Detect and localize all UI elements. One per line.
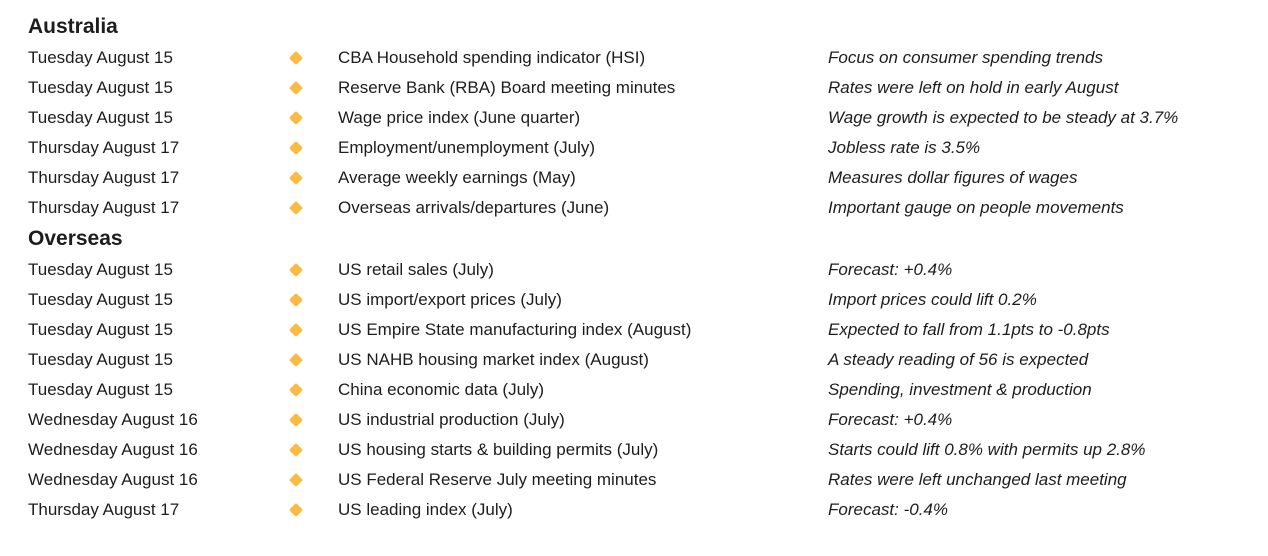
event-date: Tuesday August 15: [28, 78, 173, 97]
diamond-icon: [288, 140, 304, 156]
event-note: Important gauge on people movements: [828, 198, 1124, 217]
calendar-row: Thursday August 17 Employment/unemployme…: [28, 133, 1248, 163]
section-title-australia: Australia: [28, 15, 118, 38]
calendar-row: Wednesday August 16 US Federal Reserve J…: [28, 465, 1248, 495]
event-title: US industrial production (July): [338, 410, 565, 429]
event-title: CBA Household spending indicator (HSI): [338, 48, 646, 67]
event-note: Expected to fall from 1.1pts to -0.8pts: [828, 320, 1110, 339]
diamond-icon: [288, 352, 304, 368]
diamond-icon: [288, 502, 304, 518]
diamond-icon: [288, 322, 304, 338]
event-date: Thursday August 17: [28, 138, 180, 157]
diamond-icon: [288, 382, 304, 398]
section-title-overseas: Overseas: [28, 227, 123, 250]
event-title: Average weekly earnings (May): [338, 168, 576, 187]
event-title: US housing starts & building permits (Ju…: [338, 440, 659, 459]
event-title: China economic data (July): [338, 380, 544, 399]
bullet-cell: [288, 502, 338, 518]
event-note: Rates were left on hold in early August: [828, 78, 1119, 97]
bullet-cell: [288, 140, 338, 156]
event-note: Measures dollar figures of wages: [828, 168, 1078, 187]
bullet-cell: [288, 472, 338, 488]
event-note: A steady reading of 56 is expected: [828, 350, 1089, 369]
calendar-row: Thursday August 17 Overseas arrivals/dep…: [28, 193, 1248, 223]
bullet-cell: [288, 262, 338, 278]
event-note: Forecast: +0.4%: [828, 410, 953, 429]
event-note: Forecast: -0.4%: [828, 500, 948, 519]
diamond-icon: [288, 292, 304, 308]
event-date: Tuesday August 15: [28, 350, 173, 369]
calendar-row: Tuesday August 15 US NAHB housing market…: [28, 345, 1248, 375]
diamond-icon: [288, 412, 304, 428]
calendar-row: Wednesday August 16 US industrial produc…: [28, 405, 1248, 435]
bullet-cell: [288, 80, 338, 96]
bullet-cell: [288, 50, 338, 66]
calendar-row: Tuesday August 15 US Empire State manufa…: [28, 315, 1248, 345]
bullet-cell: [288, 352, 338, 368]
diamond-icon: [288, 110, 304, 126]
event-date: Tuesday August 15: [28, 380, 173, 399]
diamond-icon: [288, 50, 304, 66]
event-date: Tuesday August 15: [28, 290, 173, 309]
event-title: Reserve Bank (RBA) Board meeting minutes: [338, 78, 676, 97]
event-date: Thursday August 17: [28, 168, 180, 187]
diamond-icon: [288, 442, 304, 458]
event-title: Wage price index (June quarter): [338, 108, 581, 127]
event-note: Import prices could lift 0.2%: [828, 290, 1037, 309]
diamond-icon: [288, 80, 304, 96]
event-date: Tuesday August 15: [28, 48, 173, 67]
calendar-row: Thursday August 17 Average weekly earnin…: [28, 163, 1248, 193]
event-title: US leading index (July): [338, 500, 513, 519]
calendar-row: Tuesday August 15 Reserve Bank (RBA) Boa…: [28, 73, 1248, 103]
event-date: Tuesday August 15: [28, 108, 173, 127]
event-note: Rates were left unchanged last meeting: [828, 470, 1127, 489]
calendar-row: Tuesday August 15 China economic data (J…: [28, 375, 1248, 405]
calendar-row: Tuesday August 15 US retail sales (July)…: [28, 255, 1248, 285]
bullet-cell: [288, 170, 338, 186]
event-date: Wednesday August 16: [28, 410, 198, 429]
event-note: Focus on consumer spending trends: [828, 48, 1103, 67]
calendar-row: Tuesday August 15 US import/export price…: [28, 285, 1248, 315]
event-note: Spending, investment & production: [828, 380, 1092, 399]
event-date: Wednesday August 16: [28, 470, 198, 489]
calendar-row: Tuesday August 15 Wage price index (June…: [28, 103, 1248, 133]
event-date: Tuesday August 15: [28, 320, 173, 339]
diamond-icon: [288, 170, 304, 186]
event-note: Wage growth is expected to be steady at …: [828, 108, 1179, 127]
event-note: Starts could lift 0.8% with permits up 2…: [828, 440, 1146, 459]
event-date: Wednesday August 16: [28, 440, 198, 459]
bullet-cell: [288, 412, 338, 428]
event-title: Overseas arrivals/departures (June): [338, 198, 610, 217]
bullet-cell: [288, 322, 338, 338]
diamond-icon: [288, 200, 304, 216]
event-title: US retail sales (July): [338, 260, 494, 279]
bullet-cell: [288, 382, 338, 398]
event-title: US import/export prices (July): [338, 290, 562, 309]
event-date: Tuesday August 15: [28, 260, 173, 279]
bullet-cell: [288, 110, 338, 126]
event-date: Thursday August 17: [28, 198, 180, 217]
bullet-cell: [288, 292, 338, 308]
calendar-row: Tuesday August 15 CBA Household spending…: [28, 43, 1248, 73]
event-date: Thursday August 17: [28, 500, 180, 519]
economic-calendar: Australia Tuesday August 15 CBA Househol…: [28, 15, 1248, 525]
event-note: Jobless rate is 3.5%: [828, 138, 981, 157]
diamond-icon: [288, 262, 304, 278]
event-title: US Empire State manufacturing index (Aug…: [338, 320, 692, 339]
calendar-row: Wednesday August 16 US housing starts & …: [28, 435, 1248, 465]
event-title: US Federal Reserve July meeting minutes: [338, 470, 657, 489]
bullet-cell: [288, 200, 338, 216]
event-title: US NAHB housing market index (August): [338, 350, 649, 369]
event-note: Forecast: +0.4%: [828, 260, 953, 279]
diamond-icon: [288, 472, 304, 488]
event-title: Employment/unemployment (July): [338, 138, 595, 157]
bullet-cell: [288, 442, 338, 458]
calendar-row: Thursday August 17 US leading index (Jul…: [28, 495, 1248, 525]
